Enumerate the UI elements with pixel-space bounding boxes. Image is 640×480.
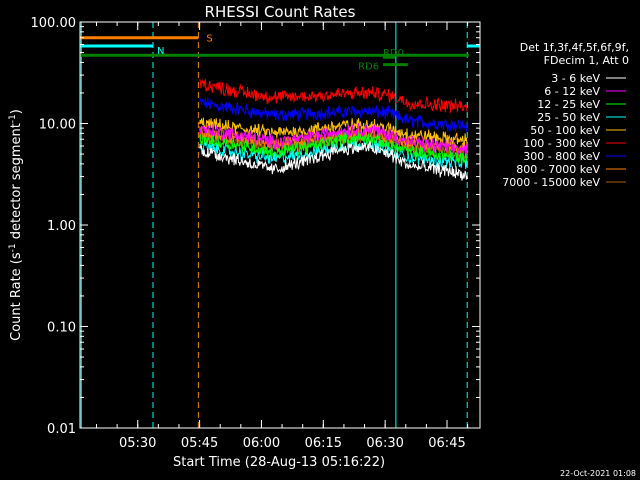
flag-label: RD6 (358, 62, 379, 73)
series-line (199, 131, 469, 165)
y-axis-title-part: detector segment (9, 123, 24, 243)
series-line (199, 140, 469, 181)
legend-label: 7000 - 15000 keV (502, 176, 600, 189)
x-tick-label: 06:15 (305, 436, 342, 451)
y-axis-title-part: -1 (8, 114, 18, 123)
legend-header: Det 1f,3f,4f,5f,6f,9f, (520, 41, 629, 54)
plot-frame (79, 21, 481, 429)
y-tick-label: 0.10 (47, 321, 76, 336)
legend-label: 12 - 25 keV (537, 98, 600, 111)
y-axis-title-part: -1 (8, 243, 18, 252)
y-tick-label: 10.00 (39, 118, 76, 133)
flag-label: S (206, 34, 212, 45)
legend-label: 300 - 800 keV (523, 150, 600, 163)
vertical-markers (80, 22, 468, 428)
legend-label: 800 - 7000 keV (516, 163, 600, 176)
x-tick-label: 06:45 (428, 436, 465, 451)
x-tick-label: 06:30 (366, 436, 403, 451)
legend-label: 100 - 300 keV (523, 137, 600, 150)
footer-timestamp: 22-Oct-2021 01:08 (560, 469, 636, 478)
x-tick-label: 05:30 (119, 436, 156, 451)
legend-label: 3 - 6 keV (551, 72, 600, 85)
x-tick-label: 06:00 (243, 436, 280, 451)
series-line (199, 123, 469, 155)
flag-label: RD0 (383, 48, 404, 59)
x-axis: 05:30 05:45 06:00 06:15 06:30 06:45 (95, 22, 469, 451)
y-axis: 100.00 10.00 1.00 0.10 0.01 (31, 16, 480, 437)
y-tick-label: 0.01 (47, 422, 76, 437)
legend-label: 6 - 12 keV (544, 85, 600, 98)
y-axis-title-part: Count Rate (s (9, 252, 24, 341)
legend-label: 25 - 50 keV (537, 111, 600, 124)
data-series (199, 78, 469, 181)
flag-bars: S N RD0 RD6 (80, 34, 480, 73)
legend-label: 50 - 100 keV (530, 124, 600, 137)
series-line (199, 78, 469, 113)
series-line (199, 97, 469, 132)
flag-label: N (157, 46, 164, 57)
x-axis-title: Start Time (28-Aug-13 05:16:22) (173, 455, 385, 470)
x-tick-label: 05:45 (181, 436, 218, 451)
chart-title: RHESSI Count Rates (205, 3, 356, 21)
y-tick-label: 1.00 (47, 219, 76, 234)
y-tick-label: 100.00 (31, 16, 77, 31)
y-axis-title: Count Rate (s-1 detector segment-1) (8, 109, 24, 341)
legend-header: FDecim 1, Att 0 (544, 54, 629, 67)
legend: Det 1f,3f,4f,5f,6f,9f,FDecim 1, Att 0 3 -… (502, 41, 629, 189)
y-axis-title-part: ) (9, 109, 24, 114)
